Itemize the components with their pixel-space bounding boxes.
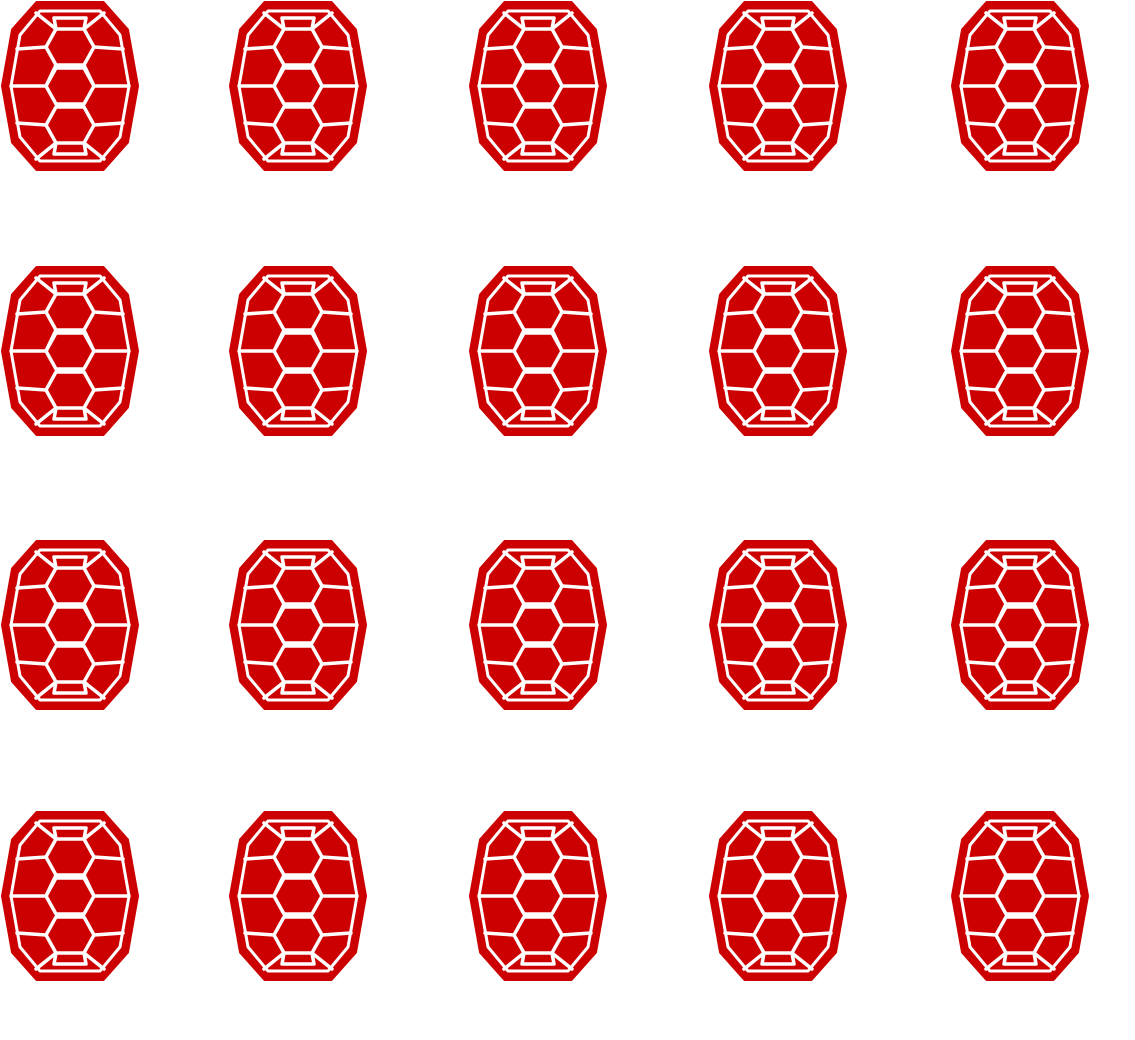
turtle-shell-svg: [229, 811, 367, 981]
turtle-shell-svg: [951, 811, 1089, 981]
turtle-shell-svg: [229, 1, 367, 171]
turtle-shell-icon: [468, 539, 608, 711]
turtle-shell-icon: [468, 265, 608, 437]
turtle-shell-svg: [469, 266, 607, 436]
turtle-shell-icon: [0, 0, 140, 172]
turtle-shell-svg: [709, 1, 847, 171]
turtle-shell-svg: [469, 1, 607, 171]
turtle-shell-icon: [228, 539, 368, 711]
turtle-shell-icon: [708, 810, 848, 982]
turtle-shell-icon: [468, 810, 608, 982]
turtle-shell-icon: [228, 810, 368, 982]
turtle-shell-icon: [950, 265, 1090, 437]
turtle-shell-svg: [229, 266, 367, 436]
turtle-shell-svg: [469, 540, 607, 710]
turtle-shell-svg: [1, 540, 139, 710]
turtle-shell-svg: [1, 1, 139, 171]
turtle-shell-icon: [950, 810, 1090, 982]
turtle-shell-icon: [468, 0, 608, 172]
turtle-shell-icon: [708, 539, 848, 711]
turtle-shell-svg: [1, 266, 139, 436]
turtle-shell-icon: [708, 265, 848, 437]
turtle-shell-svg: [951, 266, 1089, 436]
turtle-shell-svg: [951, 1, 1089, 171]
turtle-shell-svg: [951, 540, 1089, 710]
turtle-shell-icon: [228, 265, 368, 437]
turtle-shell-svg: [709, 540, 847, 710]
turtle-shell-icon: [950, 539, 1090, 711]
turtle-shell-icon: [0, 265, 140, 437]
turtle-shell-icon: [0, 539, 140, 711]
turtle-shell-svg: [229, 540, 367, 710]
turtle-shell-icon: [950, 0, 1090, 172]
turtle-shell-icon: [708, 0, 848, 172]
turtle-shell-svg: [709, 266, 847, 436]
turtle-shell-icon: [0, 810, 140, 982]
turtle-shell-icon: [228, 0, 368, 172]
turtle-shell-svg: [1, 811, 139, 981]
turtle-shell-svg: [469, 811, 607, 981]
turtle-shell-svg: [709, 811, 847, 981]
